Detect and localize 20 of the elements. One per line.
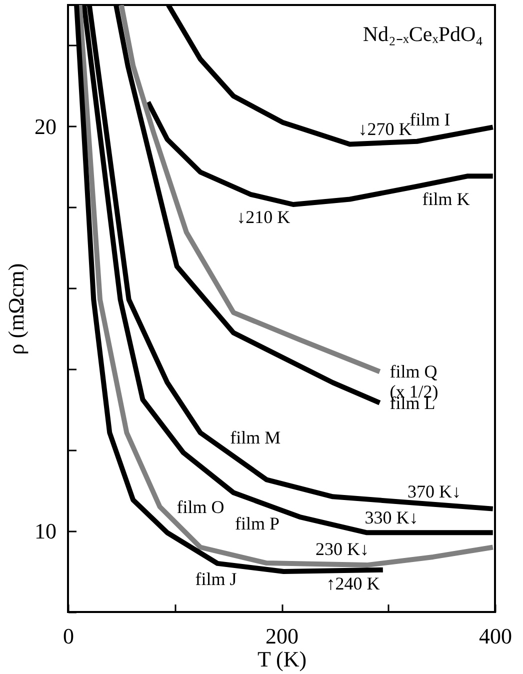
y-tick-label: 10 <box>34 518 56 544</box>
x-tick-label: 200 <box>266 624 298 648</box>
x-axis-title: T (K) <box>257 646 307 672</box>
y-tick-label: 20 <box>34 114 56 139</box>
x-tick-label: 0 <box>63 624 74 648</box>
annotation: film O <box>176 496 224 517</box>
annotation: ↓210 K <box>236 207 290 228</box>
annotation: film P <box>234 513 280 534</box>
annotation: film I <box>410 109 450 130</box>
annotation: 370 K↓ <box>407 481 461 502</box>
annotation: 230 K↓ <box>316 538 370 559</box>
x-tick-label: 400 <box>479 624 512 648</box>
annotation: ↑240 K <box>326 574 380 594</box>
y-axis-title: ρ (mΩcm) <box>4 263 28 355</box>
annotation: film K <box>422 188 470 209</box>
annotation: film J <box>195 568 237 589</box>
annotation: Nd₂₋ₓCeₓPdO₄ <box>362 22 483 46</box>
annotation: film M <box>230 428 281 448</box>
annotation: 330 K↓ <box>364 508 418 528</box>
annotation: ↓270 K <box>358 118 412 139</box>
